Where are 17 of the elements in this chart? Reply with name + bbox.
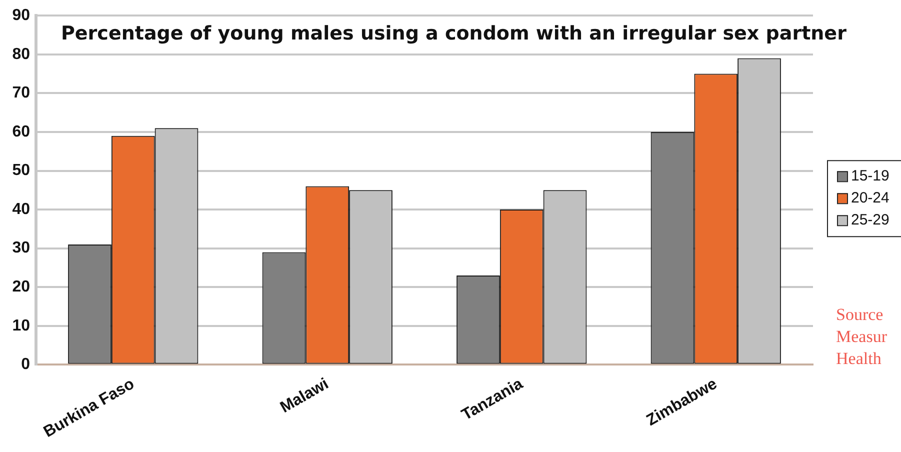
y-tick-label: 0: [21, 356, 30, 374]
text: Source: [836, 305, 884, 324]
y-tick-label: 60: [12, 123, 30, 140]
legend-label: 15-19: [851, 167, 890, 184]
legend-label: 20-24: [851, 189, 890, 206]
y-tick-label: 50: [12, 162, 30, 180]
legend-label: 25-29: [851, 211, 890, 228]
y-tick-label: 40: [12, 200, 30, 218]
y-tick-label: 20: [12, 278, 30, 296]
y-tick-label: 70: [12, 84, 30, 102]
chart-title: Percentage of young males using a condom with an irregular sex partner: [61, 22, 848, 45]
text: Measur: [836, 327, 887, 346]
y-tick-label: 10: [12, 317, 30, 334]
y-tick-label: 90: [12, 7, 30, 24]
y-tick-label: 30: [12, 240, 30, 257]
text: Health: [836, 349, 882, 368]
y-tick-label: 80: [12, 46, 30, 63]
